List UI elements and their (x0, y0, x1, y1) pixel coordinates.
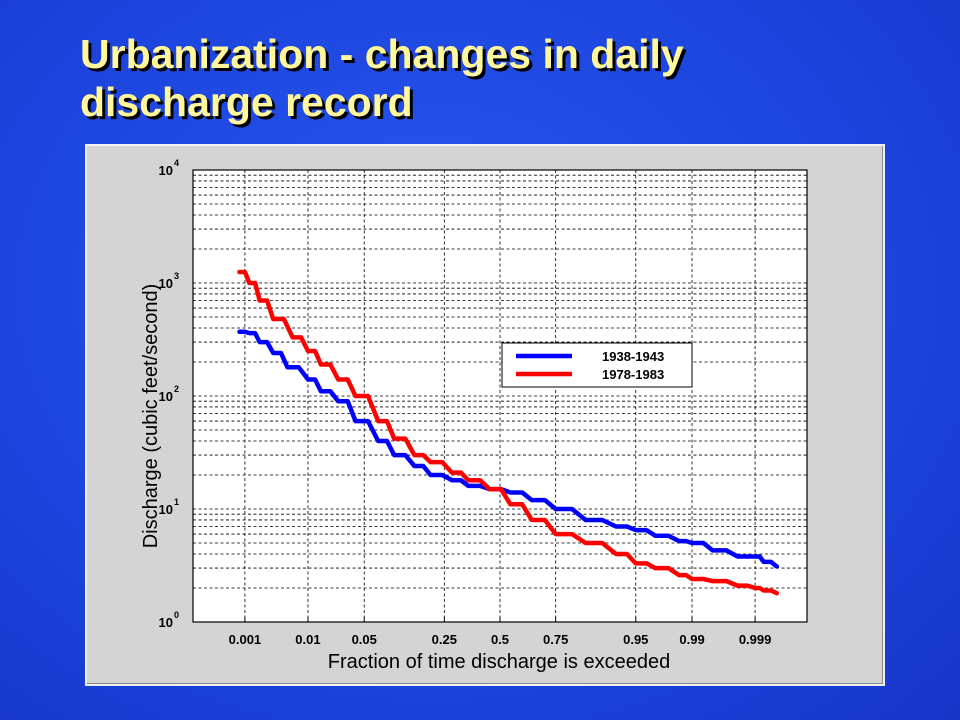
slide-title-line-1: Urbanization - changes in daily (80, 31, 684, 77)
y-tick-exponent: 1 (174, 497, 179, 507)
legend-box (501, 342, 693, 388)
y-tick-label: 10 (159, 615, 173, 630)
series-line-1938-1943 (237, 329, 780, 569)
x-tick-label: 0.05 (352, 632, 377, 647)
y-tick-exponent: 3 (174, 271, 179, 281)
chart-panel: 1938-1943 1978-1983 0.001 0.01 0.05 0.25 0.5 0… (85, 144, 885, 686)
y-tick-label: 10 (159, 163, 173, 178)
y-tick-label: 10 (159, 276, 173, 291)
y-tick-exponent: 0 (174, 610, 179, 620)
x-tick-label: 0.5 (491, 632, 509, 647)
series-line-1978-1983 (237, 269, 780, 596)
x-tick-label: 0.75 (543, 632, 568, 647)
y-tick-label: 10 (159, 502, 173, 517)
discharge-chart: 1938-1943 1978-1983 0.001 0.01 0.05 0.25 0.5 0… (140, 158, 808, 673)
slide-title: Urbanization - changes in daily discharg… (80, 30, 900, 126)
legend-label: 1938-1943 (602, 349, 664, 364)
y-axis-label: Discharge (cubic feet/second) (140, 284, 162, 549)
y-tick-exponent: 4 (174, 158, 179, 168)
slide-title-line-2: discharge record (80, 79, 413, 125)
y-tick-exponent: 2 (174, 384, 179, 394)
x-tick-label: 0.001 (229, 632, 262, 647)
y-tick-label: 10 (159, 389, 173, 404)
x-tick-label: 0.999 (739, 632, 772, 647)
x-tick-label: 0.01 (295, 632, 320, 647)
x-tick-label: 0.95 (623, 632, 648, 647)
x-tick-label: 0.99 (679, 632, 704, 647)
x-tick-label: 0.25 (432, 632, 457, 647)
x-axis-label: Fraction of time discharge is exceeded (328, 651, 670, 673)
legend-label: 1978-1983 (602, 367, 664, 382)
